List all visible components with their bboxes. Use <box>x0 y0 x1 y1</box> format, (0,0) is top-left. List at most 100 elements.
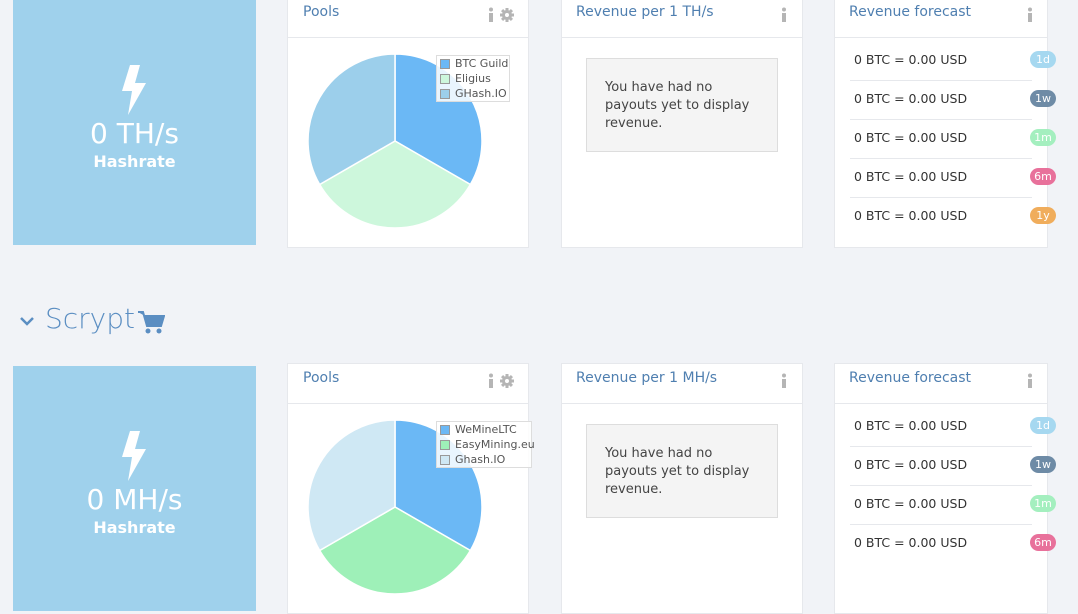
legend-label: WeMineLTC <box>455 423 517 436</box>
cart-body <box>138 311 165 327</box>
info-dot <box>489 373 493 378</box>
card-title: Pools <box>303 4 340 20</box>
legend-swatch <box>440 425 450 435</box>
revenue-card: Revenue per 1 MH/s You have had no payout… <box>561 363 803 614</box>
card-header <box>835 364 1047 404</box>
card-title: Revenue forecast <box>849 370 972 386</box>
hashrate-label: Hashrate <box>93 518 176 537</box>
legend: BTC Guild Eligius GHash.IO <box>436 55 510 102</box>
legend-label: Ghash.IO <box>455 453 506 466</box>
pie-slice <box>307 419 396 552</box>
info-dot <box>782 7 786 12</box>
card-header <box>288 0 528 38</box>
card-header <box>562 364 802 404</box>
period-badge: 1m <box>1030 495 1056 512</box>
info-icon <box>1028 373 1032 388</box>
hashrate-value: 0 MH/s <box>86 483 183 516</box>
forecast-value: 0 BTC = 0.00 USD <box>854 496 968 511</box>
info-bar <box>489 379 493 388</box>
forecast-value: 0 BTC = 0.00 USD <box>854 52 968 67</box>
legend-label: GHash.IO <box>455 87 507 100</box>
row-divider <box>850 197 1032 198</box>
gear-hole <box>505 379 509 383</box>
info-bar <box>1028 379 1032 388</box>
info-dot <box>1028 373 1032 378</box>
pie-slice <box>318 140 472 229</box>
settings-icon <box>500 8 514 22</box>
legend: WeMineLTC EasyMining.eu Ghash.IO <box>436 421 535 468</box>
info-icon <box>1028 7 1032 22</box>
card-header <box>288 364 528 404</box>
card-title: Revenue forecast <box>849 4 972 20</box>
card-title: Pools <box>303 370 340 386</box>
forecast-card: Revenue forecast 0 BTC = 0.00 USD 1d 0 BTC … <box>834 363 1056 614</box>
no-payout-message: You have had no payouts yet to display r… <box>586 58 778 152</box>
info-icon <box>489 7 493 22</box>
forecast-value: 0 BTC = 0.00 USD <box>854 418 968 433</box>
info-icon <box>489 373 493 388</box>
collapse-chevron <box>20 317 34 326</box>
forecast-value: 0 BTC = 0.00 USD <box>854 130 968 145</box>
info-icon <box>782 7 786 22</box>
legend-label: EasyMining.eu <box>455 438 535 451</box>
period-badge: 1d <box>1030 51 1056 68</box>
row-divider <box>850 158 1032 159</box>
info-bar <box>1028 13 1032 22</box>
info-dot <box>782 373 786 378</box>
cart-wheel <box>156 328 162 334</box>
info-bar <box>782 13 786 22</box>
legend-swatch <box>440 440 450 450</box>
card-title: Revenue per 1 TH/s <box>576 4 714 20</box>
cart-wheel <box>145 328 151 334</box>
no-payout-message: You have had no payouts yet to display r… <box>586 424 778 518</box>
legend-swatch <box>440 74 450 84</box>
row-divider <box>850 446 1032 447</box>
info-dot <box>489 7 493 12</box>
card-title: Revenue per 1 MH/s <box>576 370 718 386</box>
bolt-icon <box>122 431 146 481</box>
forecast-value: 0 BTC = 0.00 USD <box>854 91 968 106</box>
legend-label: BTC Guild <box>455 57 509 70</box>
period-badge: 6m <box>1030 168 1056 185</box>
period-badge: 1m <box>1030 129 1056 146</box>
forecast-value: 0 BTC = 0.00 USD <box>854 169 968 184</box>
gear-hole <box>505 13 509 17</box>
forecast-value: 0 BTC = 0.00 USD <box>854 208 968 223</box>
hashrate-label: Hashrate <box>93 152 176 171</box>
pools-card: Pools BTC Guild Eligius GHash.IO <box>287 0 529 248</box>
hashrate-card: 0 MH/s Hashrate <box>13 366 256 611</box>
info-dot <box>1028 7 1032 12</box>
legend-label: Eligius <box>455 72 491 85</box>
info-bar <box>489 13 493 22</box>
card-header <box>835 0 1047 38</box>
period-badge: 6m <box>1030 534 1056 551</box>
card-header <box>562 0 802 38</box>
revenue-card: Revenue per 1 TH/s You have had no payout… <box>561 0 803 248</box>
period-badge: 1w <box>1030 90 1056 107</box>
row-divider <box>850 485 1032 486</box>
chevron <box>20 317 34 326</box>
legend-swatch <box>440 455 450 465</box>
row-divider <box>850 80 1032 81</box>
row-divider <box>850 119 1032 120</box>
hashrate-card: 0 TH/s Hashrate <box>13 0 256 245</box>
bolt-icon <box>122 65 146 115</box>
section-heading: Scrypt <box>45 302 136 335</box>
period-badge: 1w <box>1030 456 1056 473</box>
legend-swatch <box>440 59 450 69</box>
page: 0 TH/s Hashrate Pools BTC Guild Eligius GHash… <box>13 0 1056 614</box>
hashrate-value: 0 TH/s <box>90 117 179 150</box>
legend-swatch <box>440 89 450 99</box>
info-icon <box>782 373 786 388</box>
forecast-value: 0 BTC = 0.00 USD <box>854 535 968 550</box>
pools-card: Pools WeMineLTC EasyMining.eu Ghash.IO <box>287 363 535 614</box>
settings-icon <box>500 374 514 388</box>
row-divider <box>850 524 1032 525</box>
period-badge: 1d <box>1030 417 1056 434</box>
cart-icon <box>138 311 165 334</box>
bolt <box>122 65 146 115</box>
period-badge: 1y <box>1030 207 1056 224</box>
forecast-card: Revenue forecast 0 BTC = 0.00 USD 1d 0 BTC … <box>834 0 1056 248</box>
info-bar <box>782 379 786 388</box>
pie-slice <box>307 53 396 186</box>
